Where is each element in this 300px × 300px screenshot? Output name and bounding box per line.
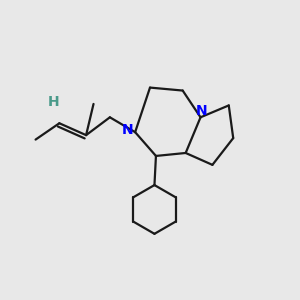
Text: N: N <box>122 123 134 137</box>
Text: H: H <box>48 95 59 110</box>
Text: N: N <box>195 104 207 118</box>
